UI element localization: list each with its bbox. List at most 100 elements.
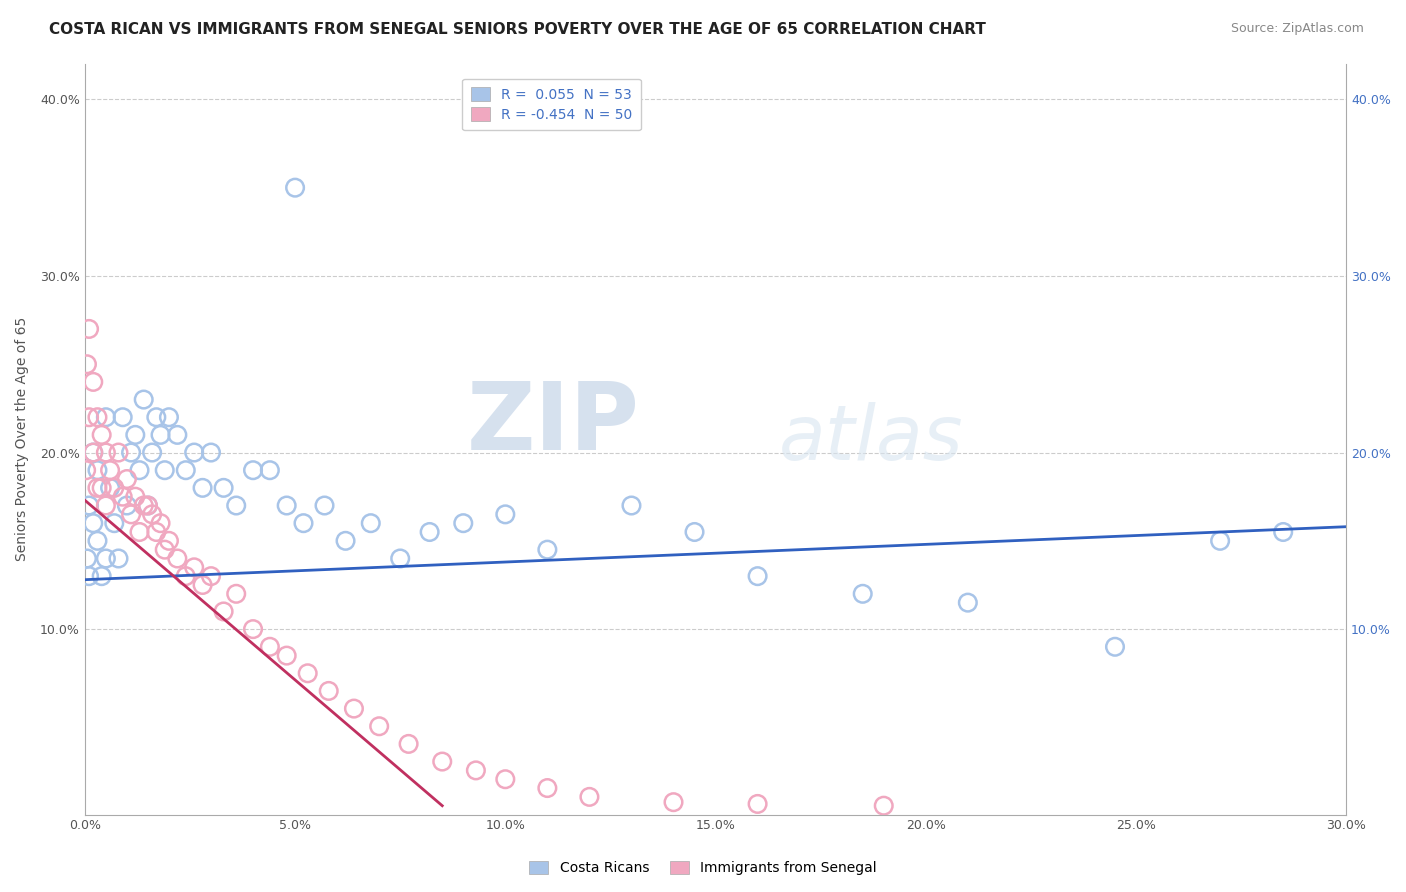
Point — [451, 516, 474, 531]
Point — [191, 578, 214, 592]
Point — [360, 516, 382, 531]
Point — [115, 472, 138, 486]
Text: Source: ZipAtlas.com: Source: ZipAtlas.com — [1230, 22, 1364, 36]
Point — [132, 392, 155, 407]
Point — [82, 445, 104, 459]
Point — [398, 737, 420, 751]
Point — [494, 772, 516, 787]
Point — [82, 445, 104, 459]
Point — [141, 445, 163, 459]
Point — [225, 499, 247, 513]
Point — [419, 524, 441, 539]
Point — [77, 569, 100, 583]
Point — [536, 780, 558, 795]
Point — [343, 701, 366, 715]
Point — [183, 560, 205, 574]
Point — [77, 499, 100, 513]
Point — [389, 551, 412, 566]
Text: COSTA RICAN VS IMMIGRANTS FROM SENEGAL SENIORS POVERTY OVER THE AGE OF 65 CORREL: COSTA RICAN VS IMMIGRANTS FROM SENEGAL S… — [49, 22, 986, 37]
Point — [276, 499, 298, 513]
Point — [852, 587, 875, 601]
Point — [120, 445, 142, 459]
Point — [297, 666, 319, 681]
Legend: Costa Ricans, Immigrants from Senegal: Costa Ricans, Immigrants from Senegal — [523, 855, 883, 880]
Point — [111, 490, 134, 504]
Text: ZIP: ZIP — [467, 378, 640, 470]
Point — [166, 428, 188, 442]
Point — [314, 499, 336, 513]
Point — [98, 481, 121, 495]
Point — [225, 587, 247, 601]
Point — [124, 428, 146, 442]
Point — [145, 524, 167, 539]
Point — [259, 640, 281, 654]
Point — [174, 569, 197, 583]
Point — [98, 463, 121, 477]
Y-axis label: Seniors Poverty Over the Age of 65: Seniors Poverty Over the Age of 65 — [15, 318, 30, 561]
Point — [166, 551, 188, 566]
Point — [120, 508, 142, 522]
Point — [86, 410, 108, 425]
Point — [115, 499, 138, 513]
Point — [200, 569, 222, 583]
Point — [107, 445, 129, 459]
Point — [90, 481, 112, 495]
Point — [183, 445, 205, 459]
Point — [82, 375, 104, 389]
Point — [683, 524, 706, 539]
Point — [242, 622, 264, 636]
Point — [662, 795, 685, 809]
Point — [111, 410, 134, 425]
Point — [747, 569, 769, 583]
Point — [242, 463, 264, 477]
Point — [259, 463, 281, 477]
Point — [75, 463, 97, 477]
Point — [76, 357, 98, 371]
Point — [1104, 640, 1126, 654]
Point — [77, 322, 100, 336]
Point — [432, 755, 454, 769]
Point — [956, 596, 979, 610]
Point — [103, 516, 125, 531]
Point — [174, 463, 197, 477]
Point — [141, 508, 163, 522]
Point — [153, 463, 176, 477]
Point — [128, 463, 150, 477]
Point — [368, 719, 391, 733]
Point — [191, 481, 214, 495]
Point — [124, 490, 146, 504]
Point — [145, 410, 167, 425]
Point — [494, 508, 516, 522]
Point — [276, 648, 298, 663]
Point — [284, 180, 307, 194]
Point — [90, 428, 112, 442]
Point — [94, 445, 117, 459]
Point — [578, 789, 600, 804]
Point — [107, 551, 129, 566]
Point — [77, 410, 100, 425]
Point — [873, 798, 896, 813]
Point — [318, 684, 340, 698]
Point — [620, 499, 643, 513]
Point — [76, 551, 98, 566]
Point — [94, 551, 117, 566]
Point — [136, 499, 159, 513]
Point — [86, 481, 108, 495]
Point — [94, 410, 117, 425]
Point — [132, 499, 155, 513]
Point — [103, 481, 125, 495]
Point — [335, 533, 357, 548]
Point — [90, 569, 112, 583]
Point — [1209, 533, 1232, 548]
Point — [157, 410, 180, 425]
Point — [94, 499, 117, 513]
Point — [212, 481, 235, 495]
Point — [149, 516, 172, 531]
Text: atlas: atlas — [779, 402, 963, 476]
Point — [536, 542, 558, 557]
Point — [157, 533, 180, 548]
Point — [212, 605, 235, 619]
Point — [200, 445, 222, 459]
Point — [136, 499, 159, 513]
Point — [82, 516, 104, 531]
